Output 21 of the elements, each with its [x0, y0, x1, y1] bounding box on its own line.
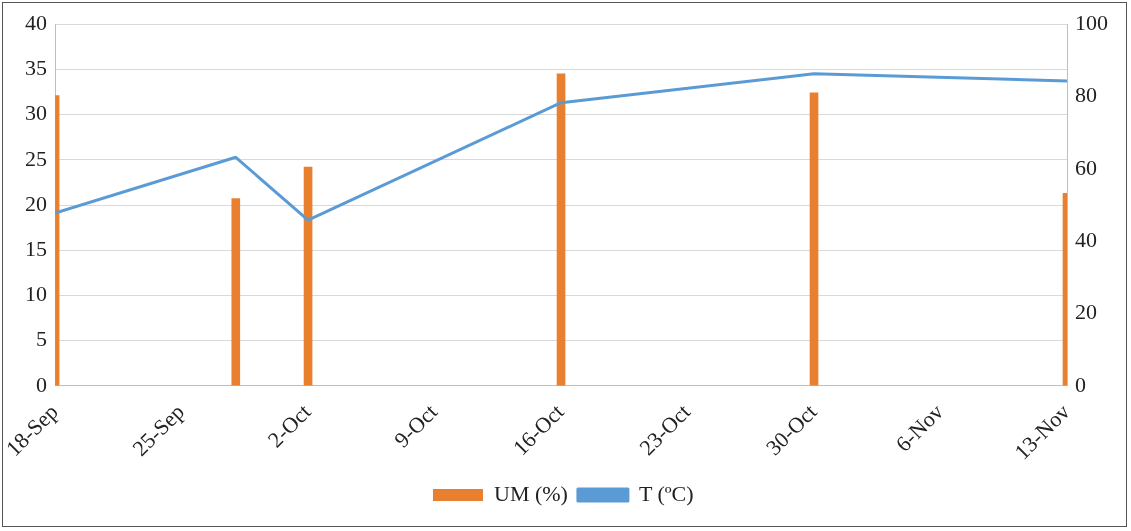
y-tick-label: 30: [25, 100, 48, 126]
bar: [303, 166, 313, 386]
y-tick-label: 40: [25, 9, 48, 35]
y2-tick-label: 20: [1075, 299, 1097, 325]
y-tick-label: 15: [25, 235, 48, 261]
legend-label: T (ºC): [638, 480, 694, 506]
bar: [809, 92, 819, 386]
y-tick-label: 0: [36, 371, 48, 397]
bar: [556, 73, 566, 386]
y-tick-label: 20: [25, 190, 48, 216]
bar: [231, 198, 241, 386]
y2-tick-label: 60: [1075, 154, 1097, 180]
legend-label: UM (%): [493, 480, 568, 506]
y2-tick-label: 0: [1075, 371, 1086, 397]
y-tick-label: 10: [25, 281, 48, 307]
y-tick-label: 25: [25, 145, 48, 171]
y-tick-label: 5: [36, 326, 48, 352]
y2-tick-label: 100: [1075, 9, 1108, 35]
y2-tick-label: 80: [1075, 82, 1097, 108]
y2-tick-label: 40: [1075, 226, 1097, 252]
y-tick-label: 35: [25, 55, 48, 81]
